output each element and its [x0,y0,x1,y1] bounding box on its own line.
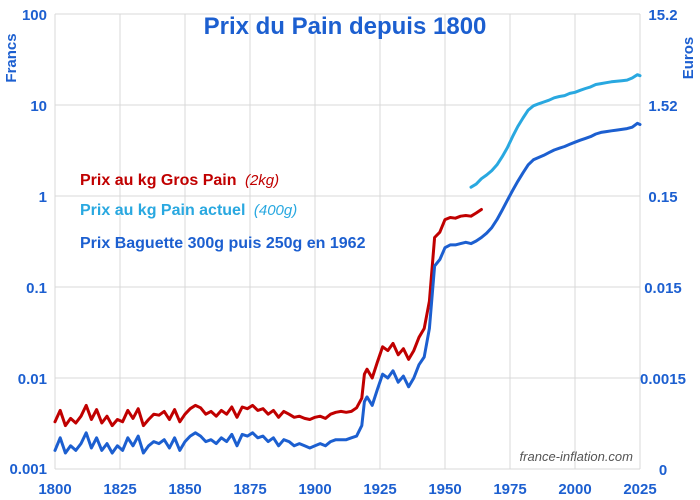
watermark-text: france-inflation.com [520,449,634,464]
chart-title: Prix du Pain depuis 1800 [204,13,487,40]
y-right-tick-label-15.2: 15.2 [648,7,677,24]
legend-label-pain-actuel: Prix au kg Pain actuel [80,202,245,219]
x-tick-label-2000: 2000 [558,481,591,498]
y-right-tick-label-0.15: 0.15 [648,189,677,206]
y-left-tick-label-0.001: 0.001 [9,461,47,478]
y-left-tick-label-0.01: 0.01 [18,371,47,388]
series-line-gros-pain [53,208,483,428]
series-line-pain-actuel [469,73,642,189]
right-axis-label: Euros [680,37,697,80]
x-tick-label-2025: 2025 [623,481,656,498]
y-right-tick-label-0.0015: 0.0015 [640,371,686,388]
x-axis-tick-labels: 1800 1825 1850 1875 1900 1925 1950 1975 2000 2025 [38,481,656,498]
legend-entry-pain-actuel: Prix au kg Pain actuel (400g) [80,202,297,219]
x-tick-label-1975: 1975 [493,481,526,498]
legend-entry-baguette: Prix Baguette 300g puis 250g en 1962 [80,235,366,252]
right-axis-tick-labels: 0 0.0015 0.015 0.15 1.52 15.2 [640,7,686,479]
chart-gridlines [54,13,641,470]
y-right-tick-label-1.52: 1.52 [648,98,677,115]
y-left-tick-label-0.1: 0.1 [26,280,47,297]
x-tick-label-1850: 1850 [168,481,201,498]
chart-series [53,73,642,455]
x-tick-label-1800: 1800 [38,481,71,498]
left-axis-label: Francs [3,33,20,82]
x-tick-label-1825: 1825 [103,481,136,498]
x-tick-label-1900: 1900 [298,481,331,498]
legend-label-gros-pain: Prix au kg Gros Pain [80,172,237,189]
x-tick-label-1950: 1950 [428,481,461,498]
legend-label-baguette: Prix Baguette 300g puis 250g en 1962 [80,235,366,252]
left-axis-tick-labels: 0.001 0.01 0.1 1 10 100 [9,7,47,478]
x-tick-label-1875: 1875 [233,481,266,498]
y-right-tick-label-0: 0 [659,462,667,479]
legend-entry-gros-pain: Prix au kg Gros Pain (2kg) [80,172,279,189]
legend-note-pain-actuel: (400g) [254,202,297,219]
y-left-tick-label-10: 10 [30,98,47,115]
series-line-baguette [53,121,642,455]
legend: Prix au kg Gros Pain (2kg) Prix au kg Pa… [80,172,366,252]
y-left-tick-label-100: 100 [22,7,47,24]
y-right-tick-label-0.015: 0.015 [644,280,682,297]
legend-note-gros-pain: (2kg) [245,172,279,189]
x-tick-label-1925: 1925 [363,481,396,498]
y-left-tick-label-1: 1 [39,189,47,206]
